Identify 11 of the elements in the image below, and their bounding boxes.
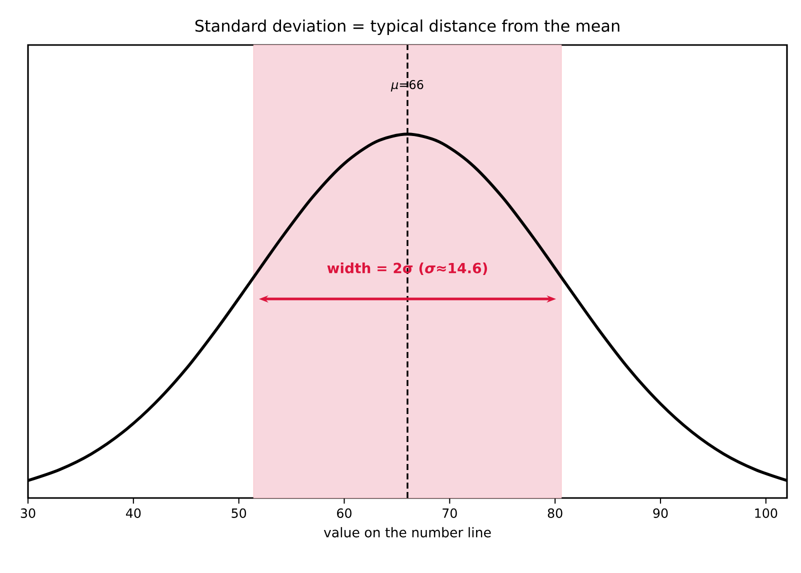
x-tick-label: 40 [126,508,141,518]
chart-title: Standard deviation = typical distance from the mean [195,19,620,35]
annotation: width = 2σ (σ≈14.6) [327,262,488,275]
x-tick-label: 70 [442,508,457,518]
x-axis-title: value on the number line [324,527,491,538]
x-tick-label: 100 [755,508,778,518]
x-tick-label: 60 [337,508,352,518]
x-tick-label: 50 [232,508,246,518]
x-tick-label: 90 [653,508,668,518]
x-tick-label: 30 [20,508,36,518]
x-tick-label: 80 [548,508,562,518]
